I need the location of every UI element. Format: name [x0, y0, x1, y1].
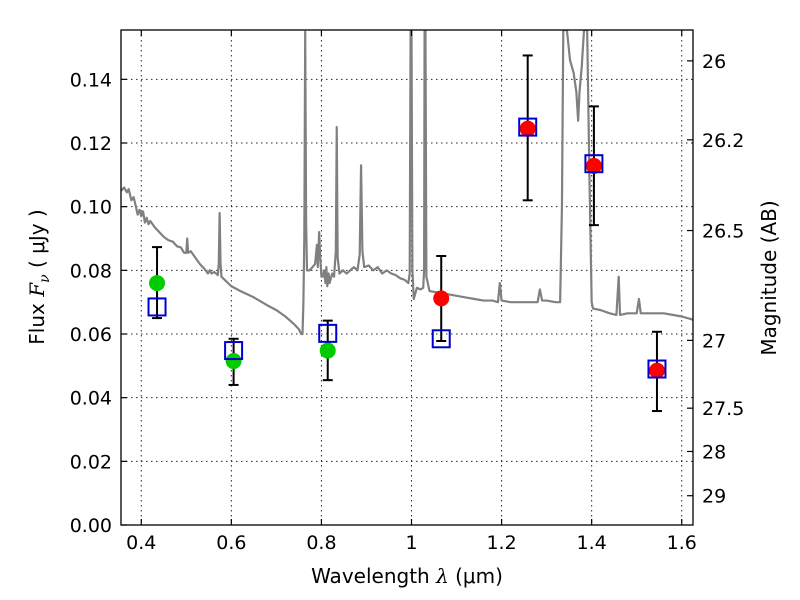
- x-tick-labels: 0.4 0.6 0.8 1 1.2 1.4 1.6: [126, 532, 697, 554]
- y-tick-label: 0.14: [70, 69, 112, 91]
- y2-tick-label: 27: [702, 330, 726, 352]
- y2-tick-label: 27.5: [702, 398, 744, 420]
- green-data-point: [319, 342, 336, 359]
- x-tick-label: 0.4: [126, 532, 156, 554]
- green-points: [149, 275, 336, 370]
- red-data-point: [519, 120, 536, 137]
- y2-tick-label: 29: [702, 486, 726, 508]
- y-tick-label: 0.00: [70, 515, 112, 537]
- red-data-point: [585, 157, 602, 174]
- y2-tick-labels: 26 26.2 26.5 27 27.5 28 29: [702, 51, 744, 508]
- x-tick-label: 1.2: [486, 532, 516, 554]
- axis-ticks: [121, 30, 693, 526]
- model-box-marker: [147, 297, 167, 317]
- y-tick-label: 0.08: [70, 260, 112, 282]
- y2-tick-label: 26.5: [702, 221, 744, 243]
- plot-frame: [120, 29, 694, 526]
- model-box-marker: [318, 323, 338, 343]
- y2-axis-label: Magnitude (AB): [757, 200, 781, 355]
- y2-tick-label: 26: [702, 51, 726, 73]
- x-tick-label: 1.4: [577, 532, 607, 554]
- red-points: [433, 120, 665, 379]
- y2-tick-label: 26.2: [702, 130, 744, 152]
- model-box-marker: [647, 359, 667, 379]
- y-axis-label: Flux Fν ( μJy ): [25, 209, 53, 344]
- y2-tick-label: 28: [702, 441, 726, 463]
- y-tick-labels: 0.00 0.02 0.04 0.06 0.08 0.10 0.12 0.14: [70, 69, 112, 537]
- green-data-point: [225, 353, 242, 370]
- red-data-point: [648, 362, 665, 379]
- y-tick-label: 0.02: [70, 451, 112, 473]
- model-box-marker: [431, 329, 451, 349]
- x-tick-label: 1: [405, 532, 417, 554]
- model-boxes: [147, 117, 667, 379]
- model-box-marker: [584, 154, 604, 174]
- plot-background: [121, 30, 693, 525]
- y-tick-label: 0.06: [70, 324, 112, 346]
- red-data-point: [433, 290, 450, 307]
- spectrum-line: [121, 30, 693, 336]
- spectrum-layer: [121, 30, 693, 336]
- model-box-marker: [224, 341, 244, 361]
- x-tick-label: 1.6: [667, 532, 697, 554]
- x-tick-label: 0.8: [306, 532, 336, 554]
- model-box-marker: [518, 117, 538, 137]
- y-tick-label: 0.04: [70, 388, 112, 410]
- y-tick-label: 0.10: [70, 197, 112, 219]
- gridlines: [121, 30, 693, 526]
- green-data-point: [149, 275, 166, 292]
- x-axis-label: Wavelength λ (μm): [311, 564, 503, 588]
- y-tick-label: 0.12: [70, 133, 112, 155]
- x-tick-label: 0.6: [216, 532, 246, 554]
